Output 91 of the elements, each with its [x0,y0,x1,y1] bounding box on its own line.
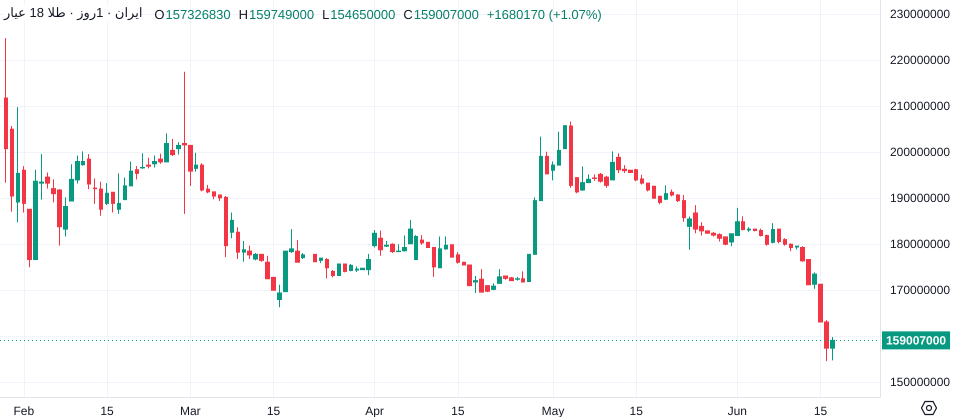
annotation: L154650000 [322,7,396,22]
candlestick [242,240,246,262]
x-tick-label: Jun [728,404,747,417]
ref-line-label: 159007000 [886,333,946,348]
candlestick [747,226,751,232]
candlestick [253,252,258,261]
candlestick [230,212,234,239]
candlestick [450,244,454,258]
y-tick-label: 210000000 [890,98,950,113]
y-tick-label: 230000000 [890,6,950,21]
x-tick-label: 15 [451,404,465,417]
candlestick [753,228,757,232]
candlestick [741,216,745,231]
x-tick-label: 15 [100,404,114,417]
candlestick [349,264,353,272]
candlestick [515,276,520,282]
candlestick [224,195,228,258]
y-tick-label: 200000000 [890,144,950,159]
candlestick [444,236,448,250]
annotation: H159749000 [238,7,314,22]
annotation: O157326830 [154,7,231,22]
candlestick [759,228,763,237]
y-tick-label: 190000000 [890,190,950,205]
candlestick [390,242,395,254]
candlestick [497,268,502,284]
candlestick [277,284,282,308]
candlestick [783,238,787,246]
candlestick [372,230,377,248]
candlestick [259,254,264,262]
candlestick [687,216,692,250]
x-tick-label: 15 [266,404,281,417]
candlestick [670,189,674,197]
annotation: C159007000 [403,7,479,22]
candlestick [539,136,543,202]
candlestick [301,252,305,260]
x-tick-label: Feb [13,404,34,417]
candlestick [789,242,793,252]
candlestick [527,254,531,282]
candlestick [652,185,656,200]
candlestick [765,234,769,246]
candlestick [664,184,668,201]
x-tick-label: 15 [814,404,828,417]
candlestick [563,124,567,150]
candlestick [438,236,442,268]
candlestick [247,245,252,260]
candlestick [313,254,317,263]
candlestick [771,222,775,244]
chart-title: ایران · 1روز · طلا 18 عیار [3,5,142,21]
candlestick [331,270,335,278]
candlestick [426,242,430,248]
candlestick [640,174,644,185]
candlestick [200,162,204,192]
candlestick [569,120,573,188]
y-tick-label: 170000000 [890,282,950,297]
candlestick [378,230,383,256]
y-tick-label: 220000000 [890,52,950,67]
candlestick [295,240,300,263]
candlestick [682,194,686,222]
candlestick [658,195,662,205]
annotation: +1680170 (+1.07%) [486,7,602,22]
candlestick [194,152,198,172]
candlestick [319,258,323,264]
candlestick [521,270,525,283]
candlestick [420,234,424,246]
candlestick [551,160,555,181]
candlestick [777,228,781,244]
candlestick [218,194,222,202]
candlestick [432,246,436,278]
candlestick [545,151,549,174]
candlestick [557,131,561,166]
y-tick-label: 150000000 [890,374,950,389]
candlestick [236,226,240,260]
candlestick [795,245,799,250]
candlestick [212,191,216,200]
x-tick-label: 15 [630,404,644,417]
candlestick [325,258,329,279]
candlestick [384,240,389,248]
candlestick [343,264,347,273]
candlestick [646,182,650,192]
y-tick-label: 180000000 [890,236,950,251]
candlestick [676,194,680,202]
candlestick [575,177,579,194]
candlestick [337,264,341,276]
candlestick [473,276,478,294]
candlestick [610,150,615,180]
candlestick [812,272,817,290]
candlestick [491,282,496,291]
candlestick [456,252,460,264]
candlestick [206,184,210,194]
candlestick [533,196,537,255]
x-tick-label: Mar [180,404,201,417]
